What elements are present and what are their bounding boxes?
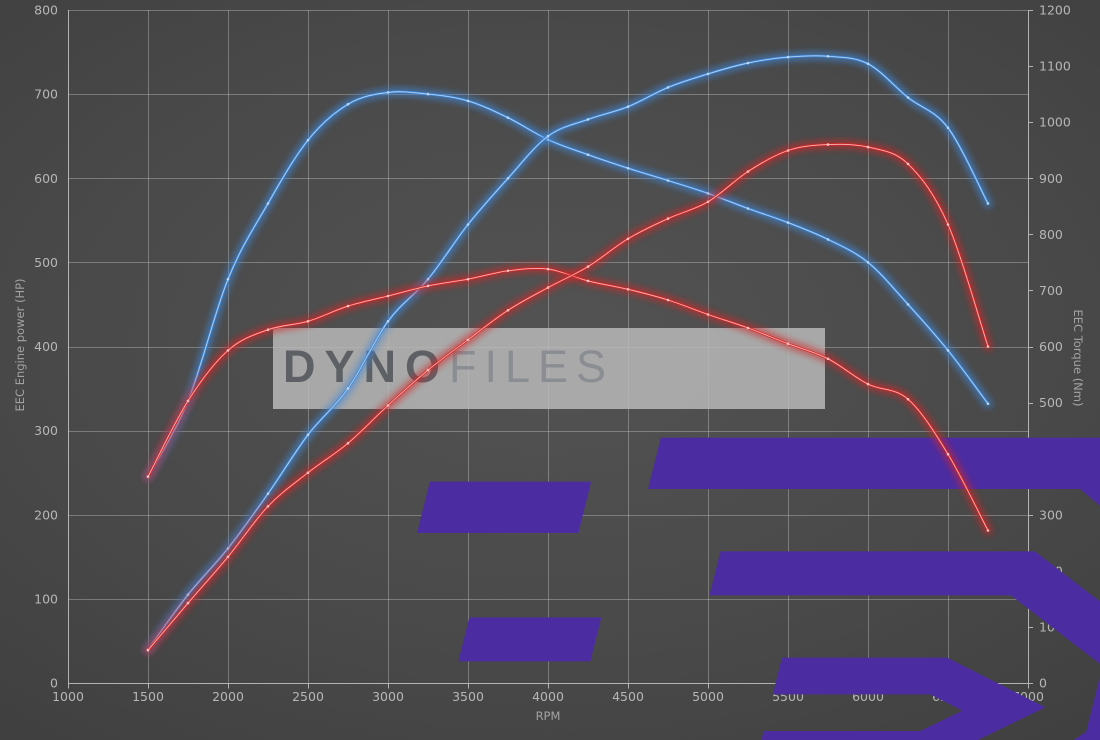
- x-tick-label: 4500: [612, 689, 644, 704]
- x-tick-label: 3000: [372, 689, 404, 704]
- tick-labels: 1000 1500 2000 2500 3000 3500 4000 4500 5000 5500…: [34, 3, 1071, 705]
- right-tick-label: 800: [1039, 227, 1063, 242]
- left-axis-title: EEC Engine power (HP): [13, 278, 27, 412]
- curve-red-power: [141, 137, 995, 657]
- right-tick-label: 300: [1039, 507, 1063, 522]
- left-tick-label: 500: [34, 255, 58, 270]
- left-tick-label: 300: [34, 423, 58, 438]
- curve-markers-red-torque: [146, 267, 990, 532]
- right-tick-label: 1000: [1039, 115, 1071, 130]
- left-tick-label: 400: [34, 339, 58, 354]
- right-tick-label: 900: [1039, 171, 1063, 186]
- x-axis-title: RPM: [535, 709, 561, 723]
- x-tick-label: 1000: [52, 689, 84, 704]
- right-axis-title: EEC Torque (Nm): [1071, 309, 1085, 407]
- curve-blue-power: [141, 49, 995, 656]
- left-tick-label: 0: [50, 676, 58, 691]
- dynofiles-logo-icon: [417, 437, 1100, 740]
- right-tick-label: 700: [1039, 283, 1063, 298]
- x-tick-label: 1500: [132, 689, 164, 704]
- left-tick-label: 800: [34, 3, 58, 18]
- curve-markers-red-power: [146, 143, 990, 652]
- watermark-brand-suffix: FILES: [449, 341, 615, 392]
- left-tick-label: 200: [34, 507, 58, 522]
- left-tick-label: 100: [34, 591, 58, 606]
- right-tick-label: 1100: [1039, 59, 1071, 74]
- x-tick-label: 3500: [452, 689, 484, 704]
- left-tick-label: 700: [34, 87, 58, 102]
- right-tick-label: 500: [1039, 395, 1063, 410]
- right-tick-label: 600: [1039, 339, 1063, 354]
- x-tick-label: 2500: [292, 689, 324, 704]
- x-tick-label: 5000: [692, 689, 724, 704]
- right-tick-label: 0: [1039, 676, 1047, 691]
- right-tick-label: 1200: [1039, 3, 1071, 18]
- x-tick-label: 2000: [212, 689, 244, 704]
- x-tick-label: 4000: [532, 689, 564, 704]
- left-tick-label: 600: [34, 171, 58, 186]
